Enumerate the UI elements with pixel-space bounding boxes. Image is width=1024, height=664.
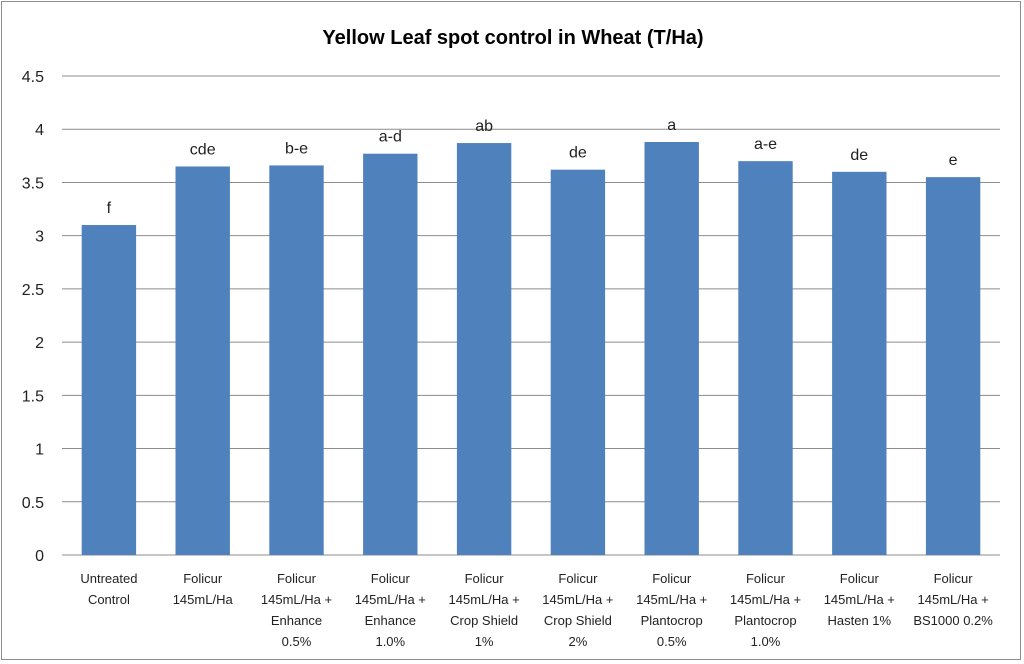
x-category-label-line: 0.5%	[282, 634, 312, 649]
x-category-label: Untreated Control	[80, 571, 137, 607]
x-category-label-line: 1.0%	[375, 634, 405, 649]
x-category-label-line: 2%	[569, 634, 588, 649]
x-category-label: Folicur 145mL/Ha + Enhance 1.0%	[355, 571, 426, 649]
x-category-label-line: Folicur	[840, 571, 880, 586]
data-label: a-d	[379, 129, 402, 146]
y-axis-ticks: 0 0.5 1 1.5 2 2.5 3 3.5 4 4.5	[22, 69, 44, 565]
x-category-label-line: Enhance	[365, 613, 416, 628]
y-tick-label: 3.5	[22, 175, 44, 192]
x-category-label-line: Hasten 1%	[828, 613, 892, 628]
data-label: de	[850, 147, 868, 164]
x-category-label-line: Folicur	[652, 571, 692, 586]
data-label: a	[667, 117, 676, 134]
y-tick-label: 1	[35, 442, 44, 459]
x-category-label-line: 145mL/Ha	[173, 592, 234, 607]
x-category-label-line: 145mL/Ha +	[636, 592, 707, 607]
bar	[269, 165, 324, 555]
bar	[363, 153, 418, 555]
data-label: a-e	[754, 136, 777, 153]
bar	[832, 171, 887, 556]
x-category-label-line: 145mL/Ha +	[449, 592, 520, 607]
bar	[81, 225, 137, 555]
x-category-label-line: 145mL/Ha +	[261, 592, 332, 607]
x-category-label-line: 1.0%	[751, 634, 781, 649]
x-category-label-line: BS1000 0.2%	[913, 613, 993, 628]
x-category-label-line: Plantocrop	[734, 613, 796, 628]
x-category-label-line: Crop Shield	[450, 613, 518, 628]
y-tick-label: 0	[35, 548, 44, 565]
x-category-label-line: Crop Shield	[544, 613, 612, 628]
bar	[644, 141, 699, 556]
x-category-label-line: Untreated	[80, 571, 137, 586]
x-category-label-line: Folicur	[183, 571, 223, 586]
bar	[550, 169, 606, 555]
x-category-label-line: Enhance	[271, 613, 322, 628]
x-category-label-line: 145mL/Ha +	[824, 592, 895, 607]
x-category-label: Folicur 145mL/Ha + Plantocrop 0.5%	[636, 571, 707, 649]
data-label: de	[569, 145, 587, 162]
x-category-label-line: 1%	[475, 634, 494, 649]
bar	[738, 161, 793, 555]
y-tick-label: 4.5	[22, 69, 44, 86]
x-category-label: Folicur 145mL/Ha + BS1000 0.2%	[913, 571, 993, 628]
x-category-label: Folicur 145mL/Ha + Enhance 0.5%	[261, 571, 332, 649]
y-tick-label: 0.5	[22, 495, 44, 512]
data-label: e	[949, 152, 958, 169]
x-category-label: Folicur 145mL/Ha + Crop Shield 1%	[449, 571, 520, 649]
x-category-label-line: 145mL/Ha +	[918, 592, 989, 607]
data-label: ab	[475, 118, 493, 135]
data-label: f	[107, 200, 112, 217]
data-label: cde	[190, 141, 216, 158]
x-category-label-line: Folicur	[371, 571, 411, 586]
x-category-label: Folicur 145mL/Ha	[173, 571, 234, 607]
y-tick-label: 3	[35, 229, 44, 246]
x-category-label-line: Folicur	[465, 571, 505, 586]
x-category-label: Folicur 145mL/Ha + Hasten 1%	[824, 571, 895, 628]
x-category-label-line: 0.5%	[657, 634, 687, 649]
x-category-label-line: Control	[88, 592, 130, 607]
x-category-label-line: Folicur	[277, 571, 317, 586]
x-category-label-line: Folicur	[558, 571, 598, 586]
y-tick-label: 2.5	[22, 282, 44, 299]
x-category-label-line: 145mL/Ha +	[730, 592, 801, 607]
y-tick-label: 4	[35, 122, 44, 139]
x-category-label-line: 145mL/Ha +	[542, 592, 613, 607]
x-category-label-line: Plantocrop	[641, 613, 703, 628]
x-category-label-line: Folicur	[934, 571, 974, 586]
y-tick-label: 1.5	[22, 388, 44, 405]
data-labels: f cde b-e a-d ab de a a-e de e	[107, 117, 958, 217]
chart-title: Yellow Leaf spot control in Wheat (T/Ha)	[322, 27, 703, 49]
data-label: b-e	[285, 140, 308, 157]
bar	[925, 177, 981, 555]
x-category-label-line: Folicur	[746, 571, 786, 586]
bar	[175, 166, 230, 555]
x-category-label: Folicur 145mL/Ha + Crop Shield 2%	[542, 571, 613, 649]
x-category-label: Folicur 145mL/Ha + Plantocrop 1.0%	[730, 571, 801, 649]
x-category-label-line: 145mL/Ha +	[355, 592, 426, 607]
bars	[81, 141, 981, 556]
x-axis-categories: Untreated Control Folicur 145mL/Ha Folicur 14…	[80, 571, 993, 649]
bar	[456, 143, 512, 555]
y-tick-label: 2	[35, 335, 44, 352]
